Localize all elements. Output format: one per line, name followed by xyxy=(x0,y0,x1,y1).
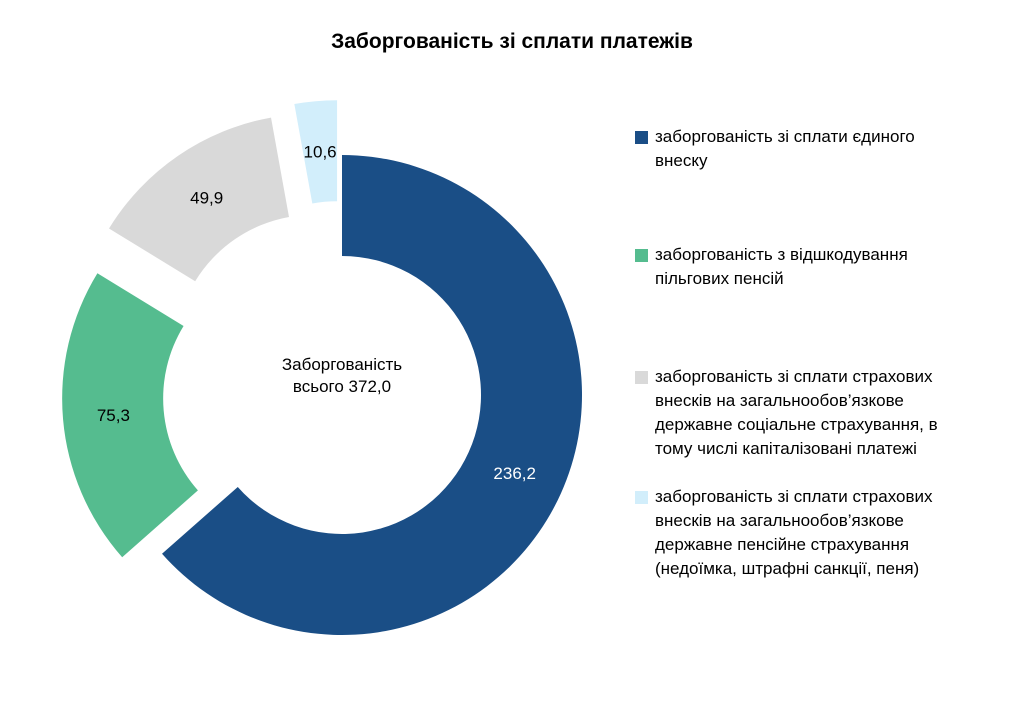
legend-label: заборгованість зі сплати страхових внеск… xyxy=(655,367,938,458)
legend-label: заборгованість зі сплати страхових внеск… xyxy=(655,487,933,578)
donut-slice-3 xyxy=(109,117,289,282)
legend-label: заборгованість зі сплати єдиного внеску xyxy=(655,127,915,170)
legend-label: заборгованість з відшкодування пільгових… xyxy=(655,245,908,288)
legend-swatch xyxy=(635,131,648,144)
center-label: Заборгованість всього 372,0 xyxy=(282,355,402,396)
slice-value-label-4: 10,6 xyxy=(304,143,337,162)
donut-slice-1 xyxy=(162,155,582,635)
donut-slice-2 xyxy=(62,273,198,558)
slice-value-label-1: 236,2 xyxy=(493,464,536,483)
slice-value-label-2: 75,3 xyxy=(97,406,130,425)
legend-swatch xyxy=(635,491,648,504)
chart-title: Заборгованість зі сплати платежів xyxy=(331,30,693,53)
legend-swatch xyxy=(635,371,648,384)
slice-value-label-3: 49,9 xyxy=(190,188,223,207)
donut-slice-4 xyxy=(294,100,338,204)
legend-swatch xyxy=(635,249,648,262)
